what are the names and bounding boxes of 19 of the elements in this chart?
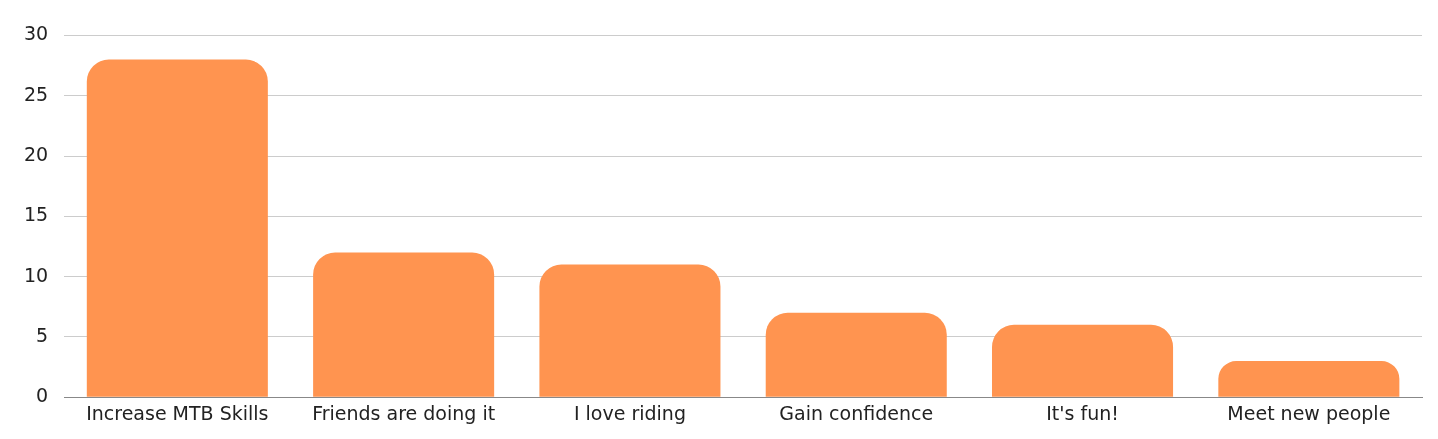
y-tick-label: 15 [23, 203, 49, 226]
bar [313, 252, 495, 397]
y-tick-label: 10 [23, 263, 49, 286]
bar [992, 324, 1174, 397]
y-tick-label: 25 [23, 82, 49, 105]
x-tick-label: Increase MTB Skills [86, 401, 269, 424]
x-tick-label: Meet new people [1227, 401, 1391, 424]
y-tick-label: 30 [23, 22, 49, 45]
x-tick-label: Friends are doing it [312, 401, 496, 424]
bar [765, 312, 947, 397]
x-tick-label: It's fun! [1046, 401, 1119, 424]
x-tick-label: I love riding [573, 401, 686, 424]
y-tick-label: 0 [36, 384, 49, 407]
bar [86, 59, 268, 397]
bar [539, 264, 721, 397]
bar [1218, 361, 1400, 397]
y-tick-label: 5 [36, 323, 49, 346]
y-tick-label: 20 [23, 142, 49, 165]
x-tick-label: Gain confidence [779, 401, 934, 424]
